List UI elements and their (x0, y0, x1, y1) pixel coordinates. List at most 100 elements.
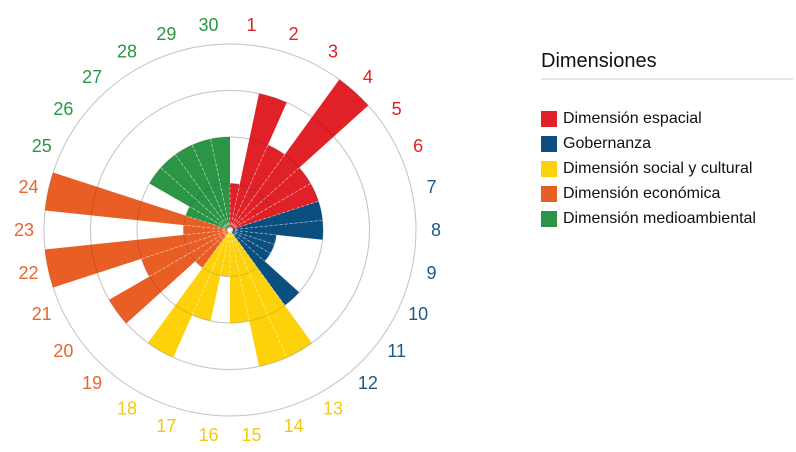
sector-separator (229, 184, 241, 231)
grid-ring-overlay (136, 136, 324, 324)
axis-label-4: 4 (363, 67, 373, 87)
sector-separator (210, 138, 231, 231)
sector-separator (202, 229, 231, 268)
bar-17[interactable] (192, 230, 230, 321)
axis-label-17: 17 (156, 416, 176, 436)
grid-ring-overlay (43, 43, 417, 417)
bar-28[interactable] (175, 145, 230, 230)
axis-label-13: 13 (323, 398, 343, 418)
legend-item-social-cultural[interactable]: Dimensión social y cultural (541, 156, 796, 181)
axis-label-18: 18 (117, 398, 137, 418)
inner-grid-rings (43, 43, 417, 417)
bar-11[interactable] (230, 230, 271, 262)
legend-swatch (541, 210, 557, 227)
sector-separator (229, 229, 277, 236)
bar-13[interactable] (230, 230, 312, 358)
grid-ring-overlay (183, 183, 277, 277)
legend: Dimensiones Dimensión espacial Gobernanz… (541, 50, 796, 231)
axis-label-23: 23 (14, 220, 34, 240)
legend-item-medioambiental[interactable]: Dimensión medioambiental (541, 206, 796, 231)
bar-5[interactable] (230, 167, 311, 230)
axis-label-16: 16 (198, 425, 218, 445)
sector-separator (229, 154, 285, 231)
axis-label-2: 2 (289, 24, 299, 44)
sector-separator (229, 229, 285, 306)
sector-separator (229, 200, 319, 231)
axis-label-25: 25 (32, 136, 52, 156)
bar-25[interactable] (185, 206, 230, 230)
legend-item-gobernanza[interactable]: Gobernanza (541, 131, 796, 156)
bar-8[interactable] (230, 220, 324, 240)
axis-label-30: 30 (198, 15, 218, 35)
bar-29[interactable] (192, 139, 230, 230)
sector-separator (185, 215, 231, 231)
legend-item-espacial[interactable]: Dimensión espacial (541, 106, 796, 131)
axis-label-29: 29 (156, 24, 176, 44)
axis-label-5: 5 (392, 99, 402, 119)
legend-label: Dimensión espacial (563, 109, 702, 127)
bar-2[interactable] (230, 93, 287, 231)
sector-separator (229, 183, 311, 231)
axis-label-1: 1 (247, 15, 257, 35)
axis-label-22: 22 (18, 263, 38, 283)
sector-separator (183, 224, 231, 231)
axis-label-10: 10 (408, 304, 428, 324)
sector-separator (229, 229, 271, 254)
bar-20[interactable] (109, 230, 230, 324)
bar-10[interactable] (230, 230, 275, 254)
sector-separator (229, 229, 275, 245)
axis-label-6: 6 (413, 136, 423, 156)
sector-separator (229, 229, 288, 358)
bar-19[interactable] (195, 230, 230, 268)
sector-separator (191, 144, 231, 231)
axis-label-24: 24 (18, 177, 38, 197)
legend-label: Gobernanza (563, 134, 652, 152)
bars (45, 79, 369, 367)
axis-label-19: 19 (82, 373, 102, 393)
sector-separator (195, 229, 231, 262)
axis-label-20: 20 (53, 341, 73, 361)
axis-label-27: 27 (82, 67, 102, 87)
bar-6[interactable] (230, 183, 319, 231)
sector-separator (191, 229, 231, 316)
axis-label-7: 7 (426, 177, 436, 197)
sector-separator (141, 229, 231, 260)
sector-separator (149, 229, 231, 277)
bar-3[interactable] (230, 145, 285, 230)
legend-item-economica[interactable]: Dimensión económica (541, 181, 796, 206)
grid-ring (43, 43, 417, 417)
legend-label: Dimensión económica (563, 184, 721, 202)
sector-separator (160, 167, 231, 231)
bar-7[interactable] (230, 201, 323, 230)
legend-title: Dimensiones (541, 50, 793, 80)
bar-18[interactable] (148, 230, 230, 358)
sector-separator (229, 229, 265, 262)
grid-ring-overlay (90, 90, 370, 370)
axis-label-28: 28 (117, 42, 137, 62)
axis-label-11: 11 (387, 341, 406, 361)
legend-label: Dimensión social y cultural (563, 159, 753, 177)
legend-swatch (541, 135, 557, 152)
sector-separator (189, 206, 231, 231)
bar-26[interactable] (149, 167, 230, 230)
axis-label-26: 26 (53, 99, 73, 119)
bar-12[interactable] (230, 230, 300, 306)
legend-swatch (541, 185, 557, 202)
legend-list: Dimensión espacial Gobernanza Dimensión … (541, 106, 796, 231)
bar-27[interactable] (160, 154, 230, 230)
bar-22[interactable] (45, 230, 231, 288)
bar-21[interactable] (141, 230, 230, 277)
bar-23[interactable] (183, 225, 231, 235)
legend-swatch (541, 110, 557, 127)
bar-24[interactable] (45, 172, 231, 230)
polar-bar-chart: 1 234567891011121314151617181920212223242… (14, 15, 441, 445)
axis-label-14: 14 (284, 416, 304, 436)
grid-ring (89, 89, 371, 371)
bar-4[interactable] (230, 79, 369, 230)
axis-label-21: 21 (32, 304, 52, 324)
bar-14[interactable] (230, 230, 287, 367)
sector-separator (229, 229, 250, 322)
sector-separator (229, 144, 269, 231)
axis-label-8: 8 (431, 220, 441, 240)
legend-label: Dimensión medioambiental (563, 209, 756, 227)
